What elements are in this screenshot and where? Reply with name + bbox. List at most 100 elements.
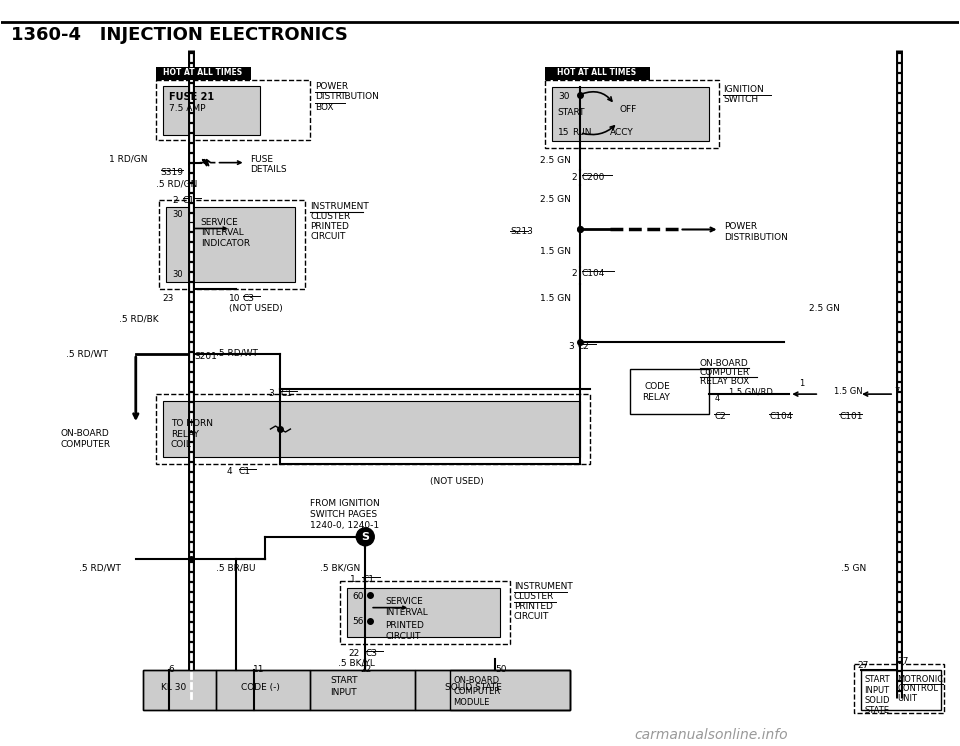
Text: 3: 3 (567, 342, 573, 351)
Text: .5 RD/GN: .5 RD/GN (156, 180, 197, 189)
Text: 6: 6 (169, 665, 175, 674)
Text: C2: C2 (578, 342, 589, 351)
Text: SWITCH: SWITCH (724, 95, 758, 104)
Text: CIRCUIT: CIRCUIT (514, 612, 549, 621)
Text: 1360-4   INJECTION ELECTRONICS: 1360-4 INJECTION ELECTRONICS (12, 26, 348, 44)
Text: 7.5 AMP: 7.5 AMP (169, 104, 205, 113)
Circle shape (356, 528, 374, 546)
Text: 1.5 GN/RD: 1.5 GN/RD (730, 387, 774, 396)
Text: .5 BK/YL: .5 BK/YL (338, 659, 375, 668)
Text: C104: C104 (769, 412, 793, 421)
Text: INSTRUMENT: INSTRUMENT (310, 201, 370, 210)
Text: S: S (361, 532, 370, 542)
Text: S213: S213 (510, 228, 533, 236)
Text: FUSE 21: FUSE 21 (169, 92, 214, 101)
Text: DISTRIBUTION: DISTRIBUTION (725, 233, 788, 242)
Text: ACCY: ACCY (610, 128, 634, 137)
Text: COMPUTER: COMPUTER (60, 440, 111, 449)
Text: CODE: CODE (644, 382, 670, 391)
Text: .5 BK/GN: .5 BK/GN (321, 564, 361, 573)
Polygon shape (166, 207, 296, 283)
Text: 2.5 GN: 2.5 GN (540, 195, 571, 204)
Text: 2: 2 (572, 269, 577, 278)
Text: 10: 10 (228, 295, 240, 304)
Text: CLUSTER: CLUSTER (310, 212, 350, 221)
Text: (NOT USED): (NOT USED) (228, 304, 282, 313)
Text: COMPUTER: COMPUTER (700, 369, 750, 377)
Text: 27: 27 (897, 656, 908, 665)
Text: PRINTED: PRINTED (514, 601, 553, 611)
Text: (NOT USED): (NOT USED) (430, 477, 484, 486)
Text: INTERVAL: INTERVAL (385, 608, 428, 617)
Polygon shape (348, 588, 500, 636)
Text: 2.5 GN: 2.5 GN (809, 304, 840, 313)
Text: HOT AT ALL TIMES: HOT AT ALL TIMES (163, 69, 242, 78)
Text: MOTRONIC: MOTRONIC (897, 675, 943, 685)
Text: RUN: RUN (572, 128, 591, 137)
Text: carmanualsonline.info: carmanualsonline.info (635, 728, 788, 742)
Text: INSTRUMENT: INSTRUMENT (514, 582, 573, 591)
Text: C2: C2 (714, 412, 727, 421)
Text: C1: C1 (238, 467, 251, 476)
Text: CLUSTER: CLUSTER (514, 592, 554, 601)
Text: 30: 30 (173, 270, 183, 280)
Text: C1: C1 (280, 389, 293, 398)
Text: IGNITION: IGNITION (724, 85, 764, 94)
Text: PRINTED: PRINTED (310, 222, 349, 231)
Text: 1.5 GN: 1.5 GN (540, 248, 571, 257)
Polygon shape (162, 86, 260, 135)
Text: CODE (-): CODE (-) (241, 683, 279, 692)
Text: 50: 50 (495, 665, 507, 674)
Text: SOLID STATE: SOLID STATE (445, 683, 502, 692)
Text: 60: 60 (352, 592, 364, 601)
Text: UNIT: UNIT (897, 695, 917, 703)
Text: CONTROL: CONTROL (897, 685, 938, 694)
Text: CIRCUIT: CIRCUIT (310, 233, 346, 242)
Text: RELAY: RELAY (171, 430, 199, 439)
Text: POWER: POWER (725, 222, 757, 231)
Text: DETAILS: DETAILS (251, 165, 287, 174)
Text: .5 BR/BU: .5 BR/BU (216, 564, 255, 573)
Text: 4: 4 (227, 467, 232, 476)
Bar (156, 67, 251, 80)
Text: S201: S201 (195, 352, 218, 361)
Text: FUSE: FUSE (251, 154, 274, 163)
Text: 30: 30 (173, 210, 183, 219)
Polygon shape (552, 87, 709, 141)
Text: 1: 1 (350, 574, 356, 583)
Text: 2.5 GN: 2.5 GN (540, 156, 571, 165)
Text: MODULE: MODULE (453, 698, 490, 707)
Text: ON-BOARD: ON-BOARD (700, 359, 748, 369)
Text: TO HORN: TO HORN (171, 419, 213, 428)
Text: 3: 3 (269, 389, 275, 398)
Text: C3: C3 (243, 295, 254, 304)
Text: C104: C104 (582, 269, 605, 278)
Text: 22: 22 (348, 648, 360, 657)
Text: 15: 15 (558, 128, 569, 137)
Text: C200: C200 (582, 172, 605, 181)
Text: .5 RD/WT: .5 RD/WT (79, 564, 121, 573)
Text: 1: 1 (800, 379, 804, 388)
Text: SOLID: SOLID (864, 697, 890, 706)
Text: OFF: OFF (620, 104, 636, 113)
Text: POWER: POWER (316, 82, 348, 91)
Text: START: START (330, 677, 358, 686)
Text: STATE: STATE (864, 706, 889, 715)
Text: C1: C1 (362, 574, 374, 583)
Text: 2: 2 (572, 172, 577, 181)
Text: FROM IGNITION: FROM IGNITION (310, 499, 380, 508)
Text: INTERVAL: INTERVAL (201, 228, 244, 237)
Text: INDICATOR: INDICATOR (201, 239, 250, 248)
Text: C3: C3 (365, 648, 377, 657)
Text: BOX: BOX (316, 103, 334, 112)
Text: DISTRIBUTION: DISTRIBUTION (316, 92, 379, 101)
Text: START: START (558, 107, 586, 117)
Text: C101: C101 (839, 412, 863, 421)
Text: COMPUTER: COMPUTER (453, 688, 500, 697)
Text: 1 RD/GN: 1 RD/GN (108, 154, 147, 163)
Text: RELAY BOX: RELAY BOX (700, 377, 749, 386)
Text: C1: C1 (182, 195, 195, 204)
Text: SWITCH PAGES: SWITCH PAGES (310, 510, 377, 519)
Text: SERVICE: SERVICE (385, 597, 423, 606)
Polygon shape (162, 401, 580, 457)
